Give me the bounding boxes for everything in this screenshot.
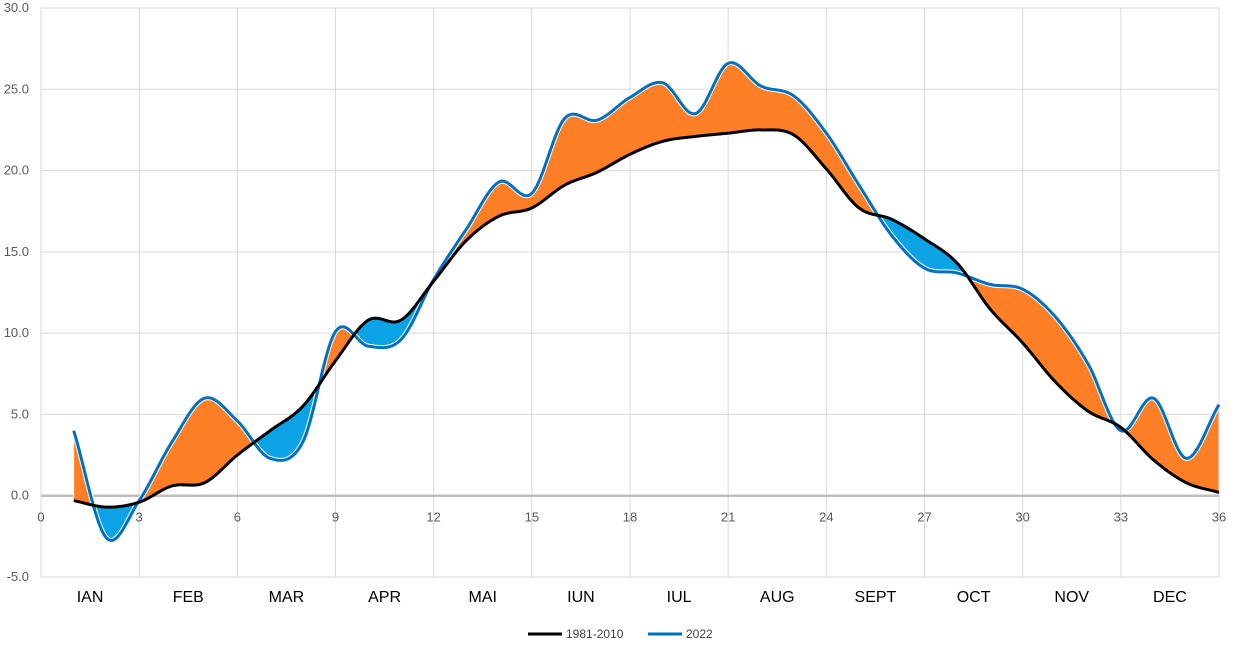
month-label: IUL xyxy=(667,589,692,606)
area-above-normal xyxy=(136,397,255,504)
legend: 1981-2010 2022 xyxy=(528,627,713,641)
y-tick-label: -5.0 xyxy=(7,569,29,584)
legend-label: 2022 xyxy=(686,627,713,641)
month-label: FEB xyxy=(173,589,204,606)
gridlines xyxy=(40,7,1220,578)
y-tick-label: 5.0 xyxy=(11,406,29,421)
y-tick-label: 25.0 xyxy=(4,81,29,96)
x-tick-label: 27 xyxy=(917,510,931,525)
x-tick-label: 3 xyxy=(136,510,143,525)
month-label: IAN xyxy=(77,589,104,606)
x-tick-label: 21 xyxy=(721,510,735,525)
month-label: AUG xyxy=(760,589,795,606)
y-tick-label: 20.0 xyxy=(4,163,29,178)
x-tick-label: 9 xyxy=(332,510,339,525)
month-label: DEC xyxy=(1153,589,1187,606)
x-tick-label: 18 xyxy=(623,510,637,525)
legend-label: 1981-2010 xyxy=(566,627,624,641)
x-tick-label: 12 xyxy=(426,510,440,525)
month-label: OCT xyxy=(957,589,991,606)
month-label: SEPT xyxy=(855,589,897,606)
month-label: IUN xyxy=(567,589,595,606)
month-label: MAI xyxy=(469,589,497,606)
month-label: NOV xyxy=(1054,589,1089,606)
month-label: MAR xyxy=(269,589,305,606)
x-tick-label: 24 xyxy=(819,510,833,525)
x-tick-label: 33 xyxy=(1114,510,1128,525)
x-tick-label: 36 xyxy=(1212,510,1226,525)
y-axis: -5.0 0.0 5.0 10.0 15.0 20.0 25.0 30.0 xyxy=(4,0,29,584)
x-tick-label: 15 xyxy=(525,510,539,525)
x-tick-label: 0 xyxy=(37,510,44,525)
area-below-normal xyxy=(353,284,431,349)
y-tick-label: 30.0 xyxy=(4,0,29,15)
x-axis: 0 3 6 9 12 15 18 21 24 27 30 33 36 xyxy=(37,510,1226,525)
y-tick-label: 10.0 xyxy=(4,325,29,340)
line-1981-2010 xyxy=(73,128,1220,509)
y-tick-label: 0.0 xyxy=(11,488,29,503)
area-above-normal xyxy=(966,275,1116,425)
line-2022 xyxy=(72,61,1221,542)
month-label: APR xyxy=(368,589,401,606)
x-tick-label: 6 xyxy=(234,510,241,525)
difference-fills xyxy=(73,62,1220,541)
series-lines xyxy=(71,60,1222,543)
month-labels: IAN FEB MAR APR MAI IUN IUL AUG SEPT OCT NOV DEC xyxy=(77,589,1187,606)
x-tick-label: 30 xyxy=(1015,510,1029,525)
y-tick-label: 15.0 xyxy=(4,244,29,259)
